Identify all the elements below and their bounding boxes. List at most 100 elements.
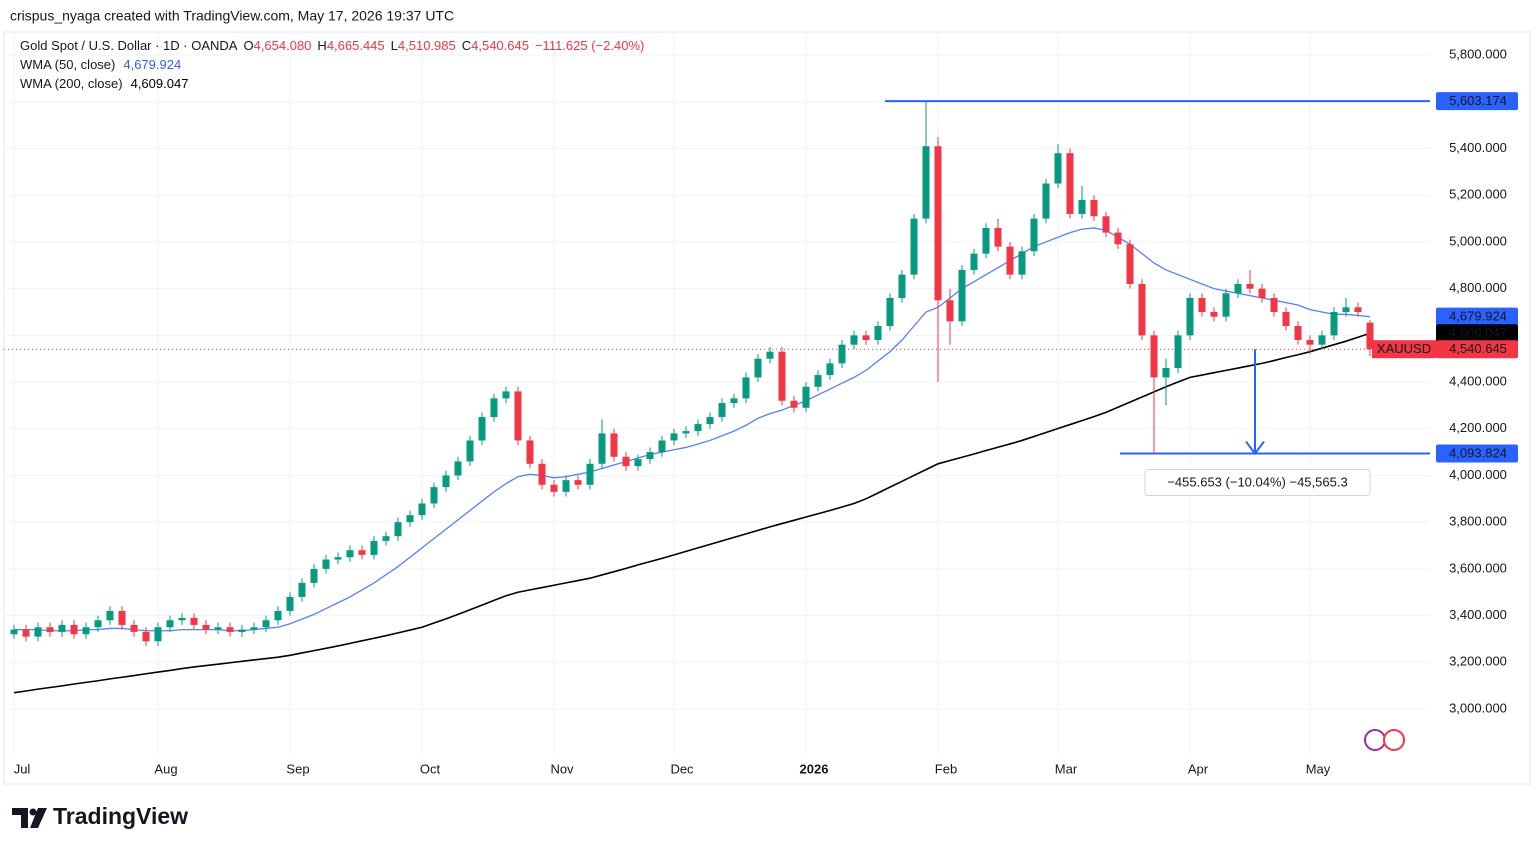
change: −111.625 (−2.40%) (535, 38, 644, 53)
y-tick-label: 3,200.000 (1449, 654, 1507, 669)
brand-logo: TradingView (12, 803, 188, 829)
candle-body (286, 596, 294, 611)
wma-tag: 4,609.047 (1449, 325, 1507, 340)
candle-body (310, 568, 318, 583)
chart-title: Gold Spot / U.S. Dollar · 1D · OANDA (20, 38, 238, 53)
candle-body (118, 610, 126, 625)
candle-body (262, 620, 270, 628)
level-tag: 5,603.174 (1449, 93, 1507, 108)
ohlc-value: 4,654.080 (254, 38, 312, 53)
candle-body (670, 433, 678, 441)
y-tick-label: 4,400.000 (1449, 373, 1507, 388)
candle-body (898, 274, 906, 298)
candle-body (1246, 283, 1254, 289)
indicator-name: WMA (200, close) (20, 76, 123, 91)
candle-body (550, 484, 558, 492)
candle-body (634, 459, 642, 467)
candle-body (646, 452, 654, 460)
candle-body (238, 629, 246, 632)
plot-area: −455.653 (−10.04%) −45,565.3 (4, 32, 1430, 755)
candle-body (202, 624, 210, 630)
ohlc-value: 4,540.645 (471, 38, 529, 53)
candle-body (934, 146, 942, 301)
x-tick-label: Aug (154, 761, 177, 776)
candle-body (70, 624, 78, 635)
candle-body (214, 627, 222, 630)
candle-body (706, 417, 714, 425)
indicator-legend: WMA (200, close) 4,609.047 (20, 76, 188, 91)
candle-body (1174, 335, 1182, 369)
candle-body (1138, 283, 1146, 336)
brand-name: TradingView (53, 803, 188, 829)
candle-body (1078, 199, 1086, 214)
badge (1364, 729, 1405, 751)
candle-body (1222, 293, 1230, 317)
x-tick-label: Mar (1055, 761, 1078, 776)
candle-body (190, 617, 198, 625)
badge-icon (1364, 729, 1386, 751)
candle-body (1330, 311, 1338, 336)
candle-body (94, 620, 102, 628)
candle-body (178, 617, 186, 621)
candle-body (802, 386, 810, 408)
candle-body (382, 536, 390, 541)
candle-body (346, 550, 354, 558)
candle-body (562, 480, 570, 492)
x-tick-label: Jul (14, 761, 31, 776)
x-tick-label: Sep (286, 761, 309, 776)
measure-label: −455.653 (−10.04%) −45,565.3 (1167, 474, 1347, 489)
candle-body (814, 375, 822, 387)
candle-body (1198, 297, 1206, 312)
candle-body (46, 627, 54, 632)
candle-body (22, 629, 30, 637)
candle-body (226, 627, 234, 632)
candle-body (1294, 326, 1302, 341)
candle-body (1354, 307, 1362, 312)
candle-body (970, 253, 978, 270)
candle-body (1210, 311, 1218, 317)
candle-body (1162, 368, 1170, 378)
candle-body (1282, 311, 1290, 327)
candle-body (394, 522, 402, 537)
ohlc-key: H (317, 38, 326, 53)
y-tick-label: 5,000.000 (1449, 233, 1507, 248)
candle-body (598, 433, 606, 464)
ohlc-key: O (243, 38, 253, 53)
wma-tag-bg (1436, 307, 1518, 326)
y-tick-label: 5,400.000 (1449, 140, 1507, 155)
level-tag-bg (1436, 92, 1518, 111)
y-tick-label: 3,800.000 (1449, 514, 1507, 529)
candle-body (418, 503, 426, 516)
candle-body (430, 487, 438, 504)
candle-body (1318, 335, 1326, 345)
candle-body (1150, 335, 1158, 378)
candle-body (166, 620, 174, 628)
candle-body (1090, 199, 1098, 217)
ohlc-value: 4,665.445 (327, 38, 385, 53)
candle-body (106, 610, 114, 621)
candle-body (658, 440, 666, 453)
y-tick-label: 4,800.000 (1449, 280, 1507, 295)
candle-body (526, 440, 534, 464)
y-tick-label: 4,000.000 (1449, 467, 1507, 482)
logo-slash (30, 808, 47, 828)
candle-body (1270, 297, 1278, 312)
y-tick-label: 5,200.000 (1449, 187, 1507, 202)
candle-body (730, 398, 738, 404)
symbol-tag: XAUUSD (1377, 341, 1431, 356)
candle-body (82, 627, 90, 635)
candle-body (994, 227, 1002, 247)
last-price-tag-bg (1436, 340, 1518, 359)
candle-body (34, 627, 42, 637)
candle-body (154, 627, 162, 642)
y-tick-label: 3,400.000 (1449, 607, 1507, 622)
candle-body (574, 480, 582, 485)
candle-body (610, 433, 618, 457)
candle-body (622, 456, 630, 467)
x-tick-label: 2026 (800, 761, 829, 776)
candle-body (466, 440, 474, 462)
candle-body (694, 424, 702, 432)
byline: crispus_nyaga created with TradingView.c… (10, 8, 454, 24)
candle-body (514, 391, 522, 441)
